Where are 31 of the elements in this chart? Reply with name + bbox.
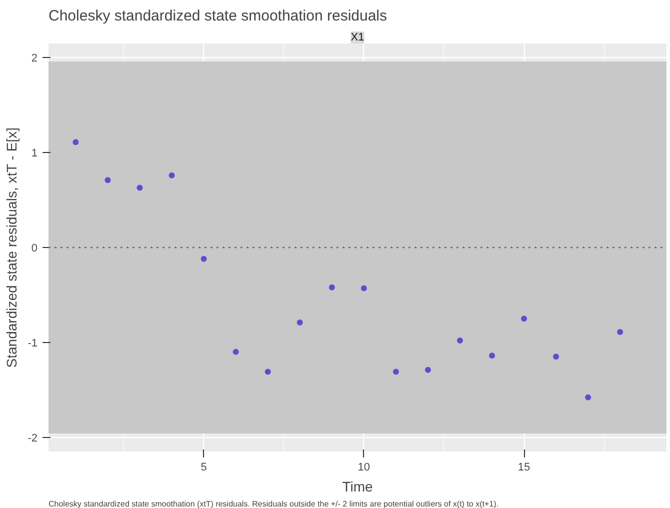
point (617, 328, 624, 335)
x-axis-title: Time (342, 478, 374, 494)
point (296, 319, 303, 326)
y-tick-label: 2 (31, 52, 38, 65)
point (424, 366, 431, 373)
x-tick-label: 5 (200, 462, 207, 474)
y-tick-label: 1 (31, 148, 38, 160)
point (200, 256, 207, 262)
point (104, 177, 111, 184)
point (232, 348, 239, 355)
y-tick-label: -1 (28, 337, 38, 350)
y-tick-label: 0 (31, 242, 38, 254)
x-tick-label: 15 (518, 462, 530, 474)
point (521, 316, 528, 322)
chart-subtitle: X1 (350, 32, 364, 44)
point (488, 352, 495, 359)
point (264, 368, 271, 375)
y-tick-label: -2 (28, 432, 38, 444)
point (456, 337, 463, 344)
point (553, 354, 560, 360)
y-axis-title: Standardized state residuals, xtT - E[x] (4, 128, 20, 368)
point (136, 184, 143, 191)
x-tick-label: 10 (358, 462, 370, 474)
point (168, 172, 175, 178)
point (72, 139, 79, 146)
point (360, 285, 367, 292)
point (585, 394, 592, 400)
point (392, 368, 399, 375)
point (328, 284, 335, 290)
chart-title: Cholesky standardized state smoothation residuals (48, 8, 388, 24)
text: Cholesky standardized state smoothation (xtT) residuals. Residuals outside the +/- 2 limits are potential outliers of x(t) to x(t+1). (48, 500, 498, 508)
